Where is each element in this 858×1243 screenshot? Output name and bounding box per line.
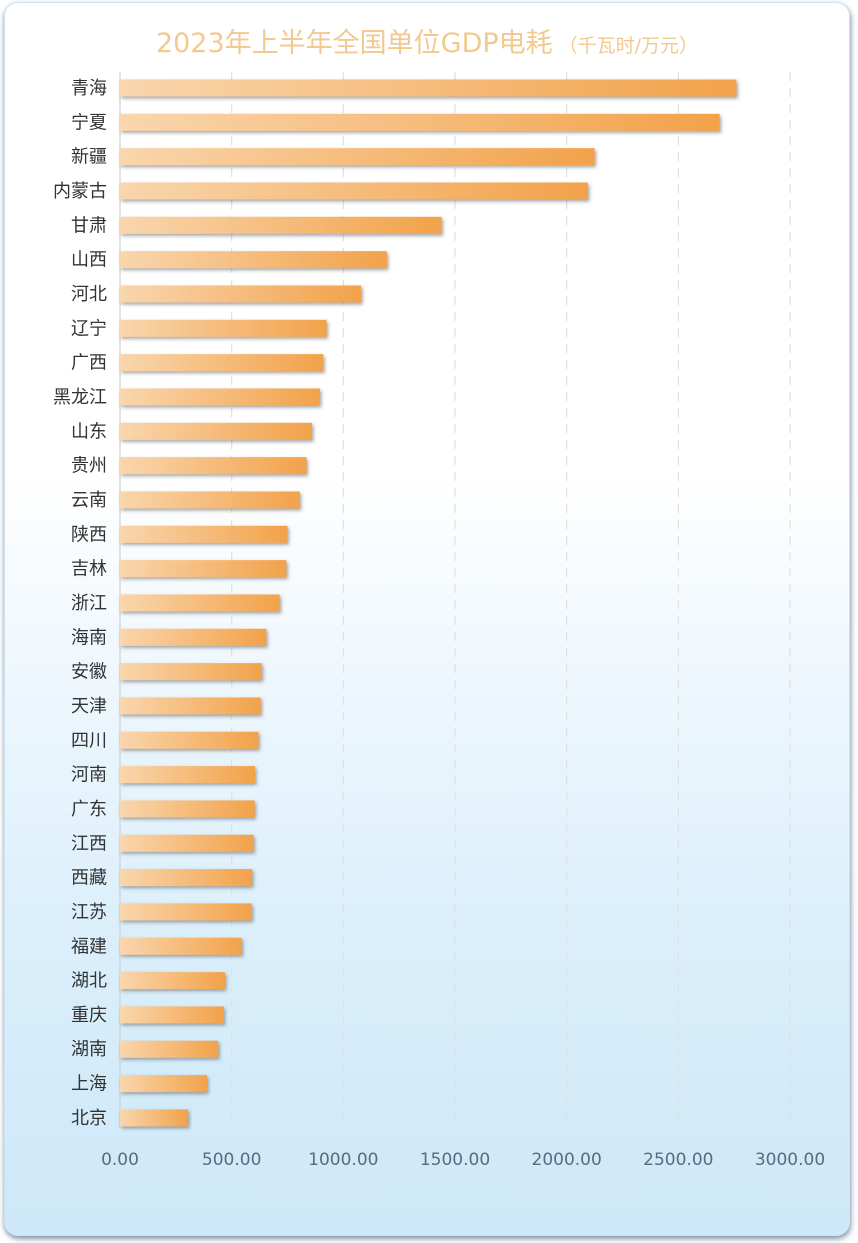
bar	[120, 354, 324, 372]
bar	[120, 422, 313, 440]
bars	[120, 79, 737, 1127]
category-label: 山东	[71, 421, 107, 442]
bar	[120, 800, 255, 818]
bar	[120, 766, 256, 784]
category-label: 西藏	[71, 868, 107, 889]
category-label: 湖南	[71, 1039, 107, 1060]
bar	[120, 628, 267, 646]
bar	[120, 285, 362, 303]
x-tick-label: 3000.00	[755, 1150, 825, 1170]
bar	[120, 251, 387, 269]
category-label: 宁夏	[71, 112, 107, 133]
category-label: 辽宁	[71, 318, 107, 339]
bar	[120, 216, 442, 234]
chart-card: 2023年上半年全国单位GDP电耗 （千瓦时/万元）	[4, 2, 850, 1236]
category-label: 天津	[71, 696, 107, 717]
chart-title-unit: （千瓦时/万元）	[558, 35, 699, 57]
category-label: 陕西	[71, 524, 107, 545]
category-label: 江西	[71, 833, 107, 854]
category-label: 内蒙古	[53, 181, 107, 202]
bar	[120, 79, 737, 97]
bar	[120, 937, 242, 955]
bar	[120, 491, 300, 509]
bar	[120, 1040, 219, 1058]
bar	[120, 388, 320, 406]
bar	[120, 697, 261, 715]
category-labels: 青海宁夏新疆内蒙古甘肃山西河北辽宁广西黑龙江山东贵州云南陕西吉林浙江海南安徽天津…	[53, 78, 107, 1129]
category-label: 广西	[71, 353, 107, 374]
category-label: 海南	[71, 627, 107, 648]
bar	[120, 113, 720, 131]
bar	[120, 1109, 189, 1127]
chart-title-main: 2023年上半年全国单位GDP电耗	[155, 28, 553, 59]
category-label: 黑龙江	[53, 387, 107, 408]
category-label: 四川	[71, 730, 107, 751]
bar	[120, 148, 595, 166]
bar	[120, 731, 259, 749]
category-label: 广东	[71, 799, 107, 820]
x-tick-label: 500.00	[202, 1150, 261, 1170]
category-label: 青海	[71, 78, 107, 99]
bar	[120, 1006, 224, 1024]
category-label: 安徽	[71, 662, 107, 683]
category-label: 北京	[71, 1108, 107, 1129]
bar	[120, 663, 262, 681]
category-label: 河南	[71, 765, 107, 786]
x-tick-label: 1500.00	[420, 1150, 490, 1170]
bar	[120, 972, 225, 990]
bar	[120, 319, 327, 337]
bar	[120, 834, 254, 852]
category-label: 吉林	[71, 559, 107, 580]
category-label: 重庆	[71, 1005, 107, 1026]
category-label: 湖北	[71, 971, 107, 992]
category-label: 福建	[71, 936, 107, 957]
bar	[120, 525, 288, 543]
category-label: 甘肃	[71, 215, 107, 236]
bar	[120, 903, 252, 921]
x-axis-ticks: 0.00 500.00 1000.00 1500.00 2000.00 2500.00 30…	[101, 1150, 825, 1170]
category-label: 上海	[71, 1074, 107, 1095]
bar	[120, 594, 280, 612]
bar	[120, 457, 307, 475]
category-label: 河北	[71, 284, 107, 305]
bar	[120, 182, 588, 200]
x-tick-label: 0.00	[101, 1150, 139, 1170]
bar	[120, 560, 287, 578]
bar	[120, 869, 253, 887]
category-label: 云南	[71, 490, 107, 511]
x-tick-label: 2500.00	[643, 1150, 713, 1170]
x-tick-label: 2000.00	[532, 1150, 602, 1170]
category-label: 江苏	[71, 902, 107, 923]
category-label: 贵州	[71, 456, 107, 477]
chart-title: 2023年上半年全国单位GDP电耗 （千瓦时/万元）	[5, 21, 849, 60]
bar	[120, 1075, 208, 1093]
category-label: 山西	[71, 250, 107, 271]
category-label: 浙江	[71, 593, 107, 614]
x-tick-label: 1000.00	[308, 1150, 378, 1170]
category-label: 新疆	[71, 147, 107, 168]
